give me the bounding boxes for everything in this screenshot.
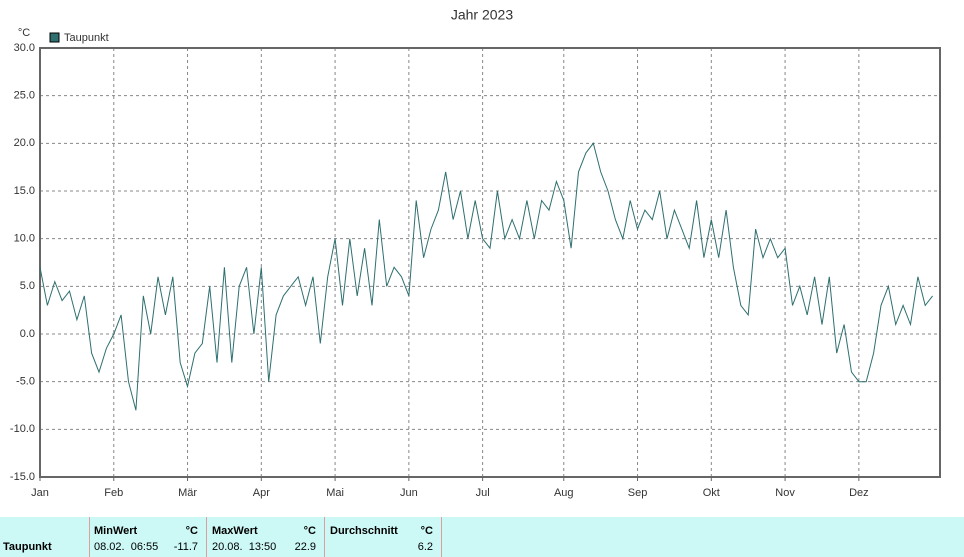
x-tick-label: Okt: [703, 487, 720, 499]
chart-title: Jahr 2023: [451, 7, 513, 23]
y-unit: °C: [18, 27, 30, 39]
x-tick-label: Nov: [775, 487, 795, 499]
unit: °C: [303, 525, 316, 537]
y-tick-label: 15.0: [14, 185, 35, 197]
y-tick-label: 20.0: [14, 137, 35, 149]
x-tick-label: Feb: [104, 487, 123, 499]
row-label: Taupunkt: [3, 541, 52, 553]
y-tick-label: -10.0: [10, 423, 35, 435]
chart: Jahr 2023 °C Taupunkt -15.0 -10.0 -5.0 0.0 5…: [10, 7, 941, 499]
x-tick-label: Jan: [31, 487, 49, 499]
stats-table: Taupunkt MinWert °C 08.02. 06:55 -11.7 M…: [0, 517, 964, 557]
time: 08.02. 06:55: [94, 541, 159, 553]
cell: Durchschnitt °C 6.2: [325, 517, 442, 557]
x-tick-label: Apr: [253, 487, 270, 499]
y-tick-label: 5.0: [20, 280, 35, 292]
y-tick-label: 30.0: [14, 42, 35, 54]
unit: °C: [185, 525, 198, 537]
x-tick-label: Dez: [849, 487, 869, 499]
row-label-cell: Taupunkt: [0, 517, 90, 557]
y-tick-label: -5.0: [16, 376, 35, 388]
x-tick-label: Jun: [400, 487, 418, 499]
header: MinWert: [94, 525, 138, 537]
value: 6.2: [417, 541, 433, 553]
y-tick-label: 10.0: [14, 233, 35, 245]
time: 20.08. 13:50: [212, 541, 277, 553]
value: -11.7: [173, 541, 198, 553]
x-tick-label: Aug: [554, 487, 574, 499]
x-tick-label: Jul: [476, 487, 490, 499]
y-tick-label: 25.0: [14, 90, 35, 102]
header: Durchschnitt: [330, 525, 398, 537]
y-tick-label: 0.0: [20, 328, 35, 340]
legend-label: Taupunkt: [64, 32, 109, 44]
x-tick-label: Sep: [628, 487, 648, 499]
plot-frame: [39, 47, 941, 478]
header: MaxWert: [212, 525, 258, 537]
value: 22.9: [294, 541, 316, 553]
x-tick-label: Mai: [326, 487, 344, 499]
cell: MaxWert °C 20.08. 13:50 22.9: [207, 517, 325, 557]
series-line: [39, 142, 933, 411]
y-tick-label: -15.0: [10, 471, 35, 483]
unit: °C: [420, 525, 433, 537]
x-tick-label: Mär: [178, 487, 197, 499]
cell: MinWert °C 08.02. 06:55 -11.7: [90, 517, 207, 557]
legend-swatch: [49, 32, 60, 43]
